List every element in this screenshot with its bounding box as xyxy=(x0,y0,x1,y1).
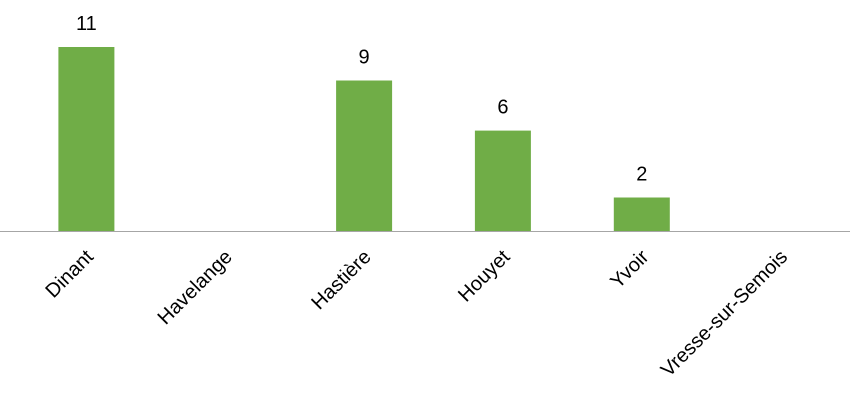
bars-group xyxy=(58,47,670,231)
category-label: Houyet xyxy=(454,246,515,307)
data-label: 2 xyxy=(636,164,647,186)
category-label: Hastière xyxy=(307,246,375,314)
data-labels-group: 11 9 6 2 xyxy=(76,13,647,186)
data-label: 6 xyxy=(497,97,508,119)
data-label: 11 xyxy=(76,13,97,35)
bar-yvoir xyxy=(613,197,670,231)
bar-hasti-re xyxy=(336,80,393,231)
data-label: 9 xyxy=(359,47,370,69)
category-labels-group: Dinant Havelange Hastière Houyet Yvoir Vresse… xyxy=(41,246,792,382)
category-label: Yvoir xyxy=(606,246,653,293)
bar-dinant xyxy=(58,47,115,231)
category-label: Dinant xyxy=(41,246,98,303)
category-label: Havelange xyxy=(154,246,237,329)
bar-houyet xyxy=(474,130,531,231)
category-label: Vresse-sur-Semois xyxy=(657,246,792,381)
